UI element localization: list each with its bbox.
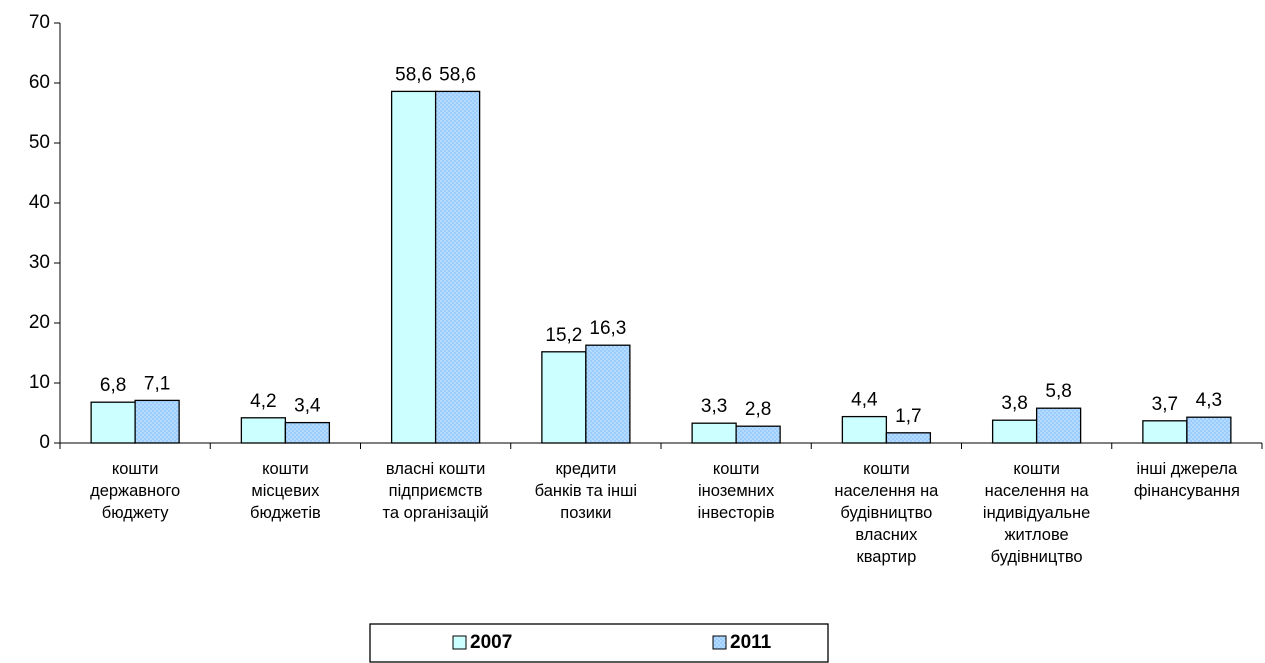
x-label-box: інші джерела фінансування — [1133, 460, 1240, 500]
value-label: 5,8 — [1045, 381, 1071, 402]
x-label-box: кошти іноземних інвесторів — [697, 460, 775, 522]
bar — [541, 351, 587, 444]
value-label: 58,6 — [439, 64, 476, 85]
y-tick-label: 40 — [29, 192, 50, 213]
legend-box — [369, 623, 829, 663]
x-tick-label: кредити банків та інші позики — [534, 460, 638, 522]
bar — [390, 90, 437, 444]
value-label: 2,8 — [745, 399, 771, 420]
value-label: 4,3 — [1196, 390, 1222, 411]
x-tick-label: власні кошти підприємств та організацій — [382, 460, 489, 522]
y-tick-label: 30 — [29, 252, 50, 273]
bar — [885, 432, 932, 444]
bar — [1142, 420, 1188, 444]
x-label-box: власні кошти підприємств та організацій — [382, 460, 489, 522]
y-tick-label: 50 — [29, 132, 50, 153]
x-tick-label: інші джерела фінансування — [1133, 460, 1240, 500]
value-label: 4,2 — [250, 391, 276, 412]
legend-label: 2011 — [730, 632, 772, 653]
x-label-box: кошти державного бюджету — [90, 460, 181, 522]
x-label-box: кошти населення на індивідуальне житлове… — [982, 460, 1091, 566]
bar — [691, 422, 737, 444]
x-tick-label: кошти населення на індивідуальне житлове… — [982, 460, 1091, 566]
x-tick-label: кошти місцевих бюджетів — [250, 460, 321, 522]
y-tick-label: 20 — [29, 312, 50, 333]
value-label: 3,7 — [1152, 394, 1178, 415]
bar — [284, 421, 331, 444]
value-label: 3,3 — [701, 396, 727, 417]
value-label: 3,4 — [294, 396, 321, 417]
legend-label: 2007 — [470, 632, 512, 653]
bar — [585, 344, 631, 444]
bar — [134, 399, 180, 444]
legend-swatch — [712, 635, 727, 650]
value-label: 58,6 — [395, 64, 432, 85]
y-tick-label: 10 — [29, 372, 50, 393]
legend-swatch — [452, 635, 467, 650]
value-label: 1,7 — [895, 406, 921, 427]
y-tick-label: 70 — [29, 12, 50, 33]
bar — [434, 90, 481, 444]
x-label-box: кредити банків та інші позики — [534, 460, 638, 522]
bar — [1035, 407, 1082, 444]
bar — [1186, 416, 1232, 444]
bar — [90, 401, 136, 444]
value-label: 4,4 — [851, 390, 878, 411]
x-tick-label: кошти іноземних інвесторів — [697, 460, 775, 522]
y-tick-label: 60 — [29, 72, 50, 93]
value-label: 6,8 — [100, 375, 126, 396]
value-label: 7,1 — [144, 373, 170, 394]
value-label: 3,8 — [1001, 393, 1027, 414]
bar — [991, 419, 1038, 444]
value-label: 16,3 — [589, 318, 626, 339]
bar — [735, 425, 781, 444]
bar — [841, 415, 888, 444]
x-tick-label: кошти державного бюджету — [90, 460, 181, 522]
value-label: 15,2 — [545, 325, 582, 346]
x-label-box: кошти місцевих бюджетів — [250, 460, 321, 522]
y-tick-label: 0 — [39, 432, 50, 453]
bar — [240, 417, 287, 444]
x-label-box: кошти населення на будівництво власних к… — [834, 460, 939, 566]
x-tick-label: кошти населення на будівництво власних к… — [834, 460, 939, 566]
